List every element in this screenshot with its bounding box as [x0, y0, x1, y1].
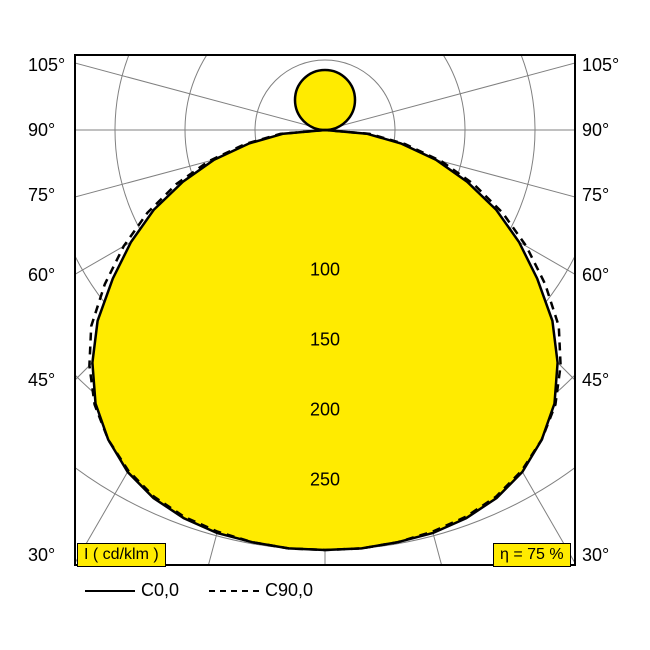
angle-label-right: 105° — [582, 55, 619, 76]
angle-label-right: 90° — [582, 120, 609, 141]
radial-label: 150 — [310, 330, 340, 351]
angle-label-left: 60° — [28, 265, 55, 286]
legend-c90-label: C90,0 — [265, 580, 313, 601]
angle-label-right: 30° — [582, 545, 609, 566]
angle-label-right: 75° — [582, 185, 609, 206]
unit-box: I ( cd/klm ) — [77, 543, 166, 567]
radial-label: 200 — [310, 400, 340, 421]
angle-label-left: 30° — [28, 545, 55, 566]
angle-label-right: 60° — [582, 265, 609, 286]
angle-label-left: 45° — [28, 370, 55, 391]
legend-c0-label: C0,0 — [141, 580, 179, 601]
legend-solid-line — [85, 590, 135, 592]
radial-label: 100 — [310, 260, 340, 281]
angle-label-left: 90° — [28, 120, 55, 141]
legend-dashed-line — [209, 590, 259, 592]
radial-label: 250 — [310, 470, 340, 491]
angle-label-right: 45° — [582, 370, 609, 391]
angle-label-left: 75° — [28, 185, 55, 206]
legend: C0,0 C90,0 — [85, 580, 313, 601]
efficiency-box: η = 75 % — [493, 543, 571, 567]
angle-label-left: 105° — [28, 55, 65, 76]
